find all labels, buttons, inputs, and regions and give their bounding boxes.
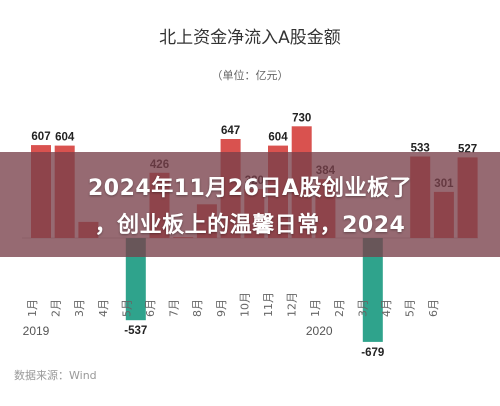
x-tick-label: 1月 [26, 299, 39, 317]
chart-title: 北上资金净流入A股金额 [159, 28, 341, 48]
overlay-banner [0, 152, 500, 257]
year-label: 2019 [23, 324, 50, 338]
x-tick-label: 2月 [50, 299, 63, 317]
x-tick-label: 5月 [120, 299, 133, 317]
bar-value-label: 604 [268, 132, 288, 144]
bar [125, 238, 146, 321]
x-tick-label: 10月 [238, 292, 251, 317]
x-tick-label: 6月 [427, 299, 440, 317]
x-tick-label: 1月 [309, 299, 322, 317]
x-tick-label: 7月 [168, 299, 181, 317]
x-tick-label: 4月 [97, 299, 110, 317]
x-tick-label: 3月 [73, 299, 86, 317]
banner-headline-line2: ，创业板上的温馨日常，2024 [94, 213, 406, 238]
bar-value-label: 604 [55, 132, 75, 144]
x-tick-label: 11月 [262, 292, 275, 317]
x-tick-label: 4月 [380, 299, 393, 317]
tick-labels-group: 1月 2月 3月 4月 5月 6月 7月 8月 9月 10月 11月 12月 1月 2月 3月 4月 5月 6月 [26, 292, 440, 317]
bar-value-label: -679 [361, 347, 384, 359]
x-tick-label: 3月 [356, 299, 369, 317]
bar-value-label: 533 [411, 143, 430, 155]
x-tick-label: 2月 [333, 299, 346, 317]
year-labels-group: 2019 2020 [23, 324, 333, 338]
chart-source: 数据来源：Wind [14, 368, 97, 382]
x-tick-label: 8月 [191, 299, 204, 317]
bar-value-label: 607 [31, 131, 50, 143]
banner-headline-line1: 2024年11月26日A股创业板了 [88, 176, 412, 201]
x-tick-label: 6月 [144, 299, 157, 317]
bar [362, 238, 383, 342]
chart-subtitle: （单位：亿元） [212, 68, 289, 82]
x-tick-label: 9月 [215, 299, 228, 317]
x-tick-label: 12月 [286, 292, 299, 317]
bar-value-label: -537 [124, 325, 147, 337]
bar-value-label: 647 [221, 125, 240, 137]
x-tick-label: 5月 [404, 299, 417, 317]
year-label: 2020 [306, 324, 333, 338]
bar-value-label: 730 [292, 112, 311, 124]
